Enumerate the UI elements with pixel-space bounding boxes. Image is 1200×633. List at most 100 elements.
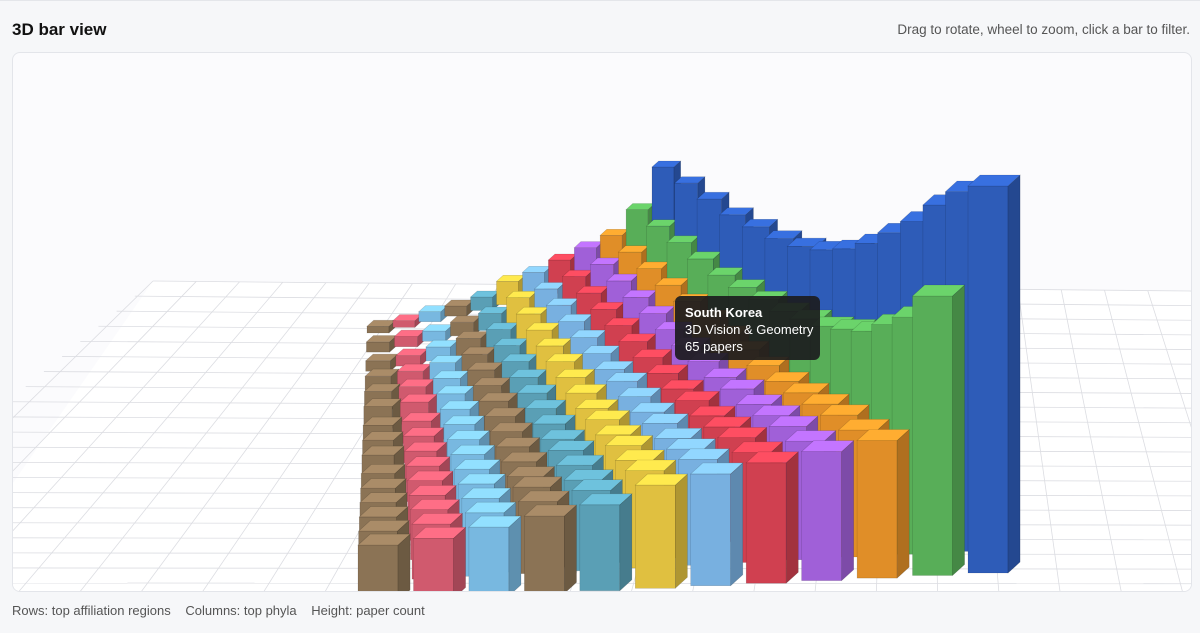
bar-top-face [506, 466, 556, 477]
bar-side-face [841, 439, 855, 582]
bar[interactable] [856, 428, 910, 579]
bar-top-face [483, 407, 526, 417]
bar-front-face [357, 544, 399, 591]
floor-gridline-width [1147, 290, 1191, 428]
bar-top-face [634, 473, 689, 486]
bar[interactable] [365, 334, 398, 353]
bar-front-face [801, 451, 842, 581]
bar-top-face [555, 368, 596, 378]
bar[interactable] [523, 504, 578, 591]
bar-top-face [837, 418, 890, 431]
bar-top-face [363, 383, 401, 392]
top-border [0, 0, 1200, 1]
bar-side-face [730, 462, 744, 587]
bar[interactable] [800, 439, 855, 582]
bar-top-face [717, 427, 768, 439]
bar[interactable] [366, 319, 397, 334]
bar[interactable] [412, 526, 467, 591]
bar-top-face [362, 416, 403, 426]
bar-top-face [540, 429, 586, 440]
columns-label: Columns: top phyla [185, 603, 297, 618]
bar-top-face [403, 441, 448, 452]
bar-front-face [745, 462, 787, 584]
bar[interactable] [364, 353, 399, 372]
bar-top-face [584, 410, 631, 421]
bar-top-face [489, 422, 534, 433]
bar-top-face [571, 479, 624, 491]
bar-top-face [641, 413, 689, 424]
bar-side-face [896, 428, 910, 579]
bar[interactable] [967, 174, 1021, 574]
bar-chart-3d[interactable] [13, 53, 1191, 591]
bar-front-face [967, 185, 1009, 574]
bar-top-face [461, 487, 512, 499]
floor-gridline-width [1060, 289, 1122, 591]
bar-top-face [547, 440, 595, 451]
bar-top-face [523, 504, 578, 517]
bar-top-face [532, 414, 576, 425]
bar-top-face [524, 399, 567, 409]
height-label: Height: paper count [311, 603, 425, 618]
bar-top-face [819, 404, 870, 416]
bar-top-face [457, 473, 507, 485]
bar[interactable] [421, 323, 454, 342]
bar[interactable] [468, 515, 522, 591]
chart-panel[interactable]: South Korea 3D Vision & Geometry 65 pape… [12, 52, 1192, 592]
bar-top-face [565, 384, 608, 394]
bar-top-face [450, 444, 496, 455]
bar-group[interactable] [357, 160, 1021, 591]
bar-tooltip: South Korea 3D Vision & Geometry 65 pape… [675, 296, 820, 360]
tooltip-count: 65 papers [685, 339, 743, 354]
bar-side-face [785, 451, 799, 584]
bar[interactable] [443, 299, 475, 317]
bar-top-face [741, 219, 779, 228]
bar-top-face [357, 520, 410, 532]
bar-top-face [363, 398, 402, 407]
bar[interactable] [745, 451, 800, 584]
bar-top-face [784, 430, 837, 442]
bar-front-face [912, 295, 953, 576]
bar-top-face [575, 399, 619, 409]
bar-top-face [617, 387, 662, 398]
rows-label: Rows: top affiliation regions [12, 603, 171, 618]
bar[interactable] [395, 348, 429, 367]
bar[interactable] [392, 313, 423, 329]
bar[interactable] [634, 473, 689, 589]
bar-top-face [718, 207, 755, 216]
floor-gridline-width [141, 282, 370, 591]
bar[interactable] [357, 533, 411, 591]
floor-gridline-width [13, 281, 240, 532]
bar-side-face [952, 284, 965, 577]
bar-top-face [409, 499, 461, 511]
bar-top-face [719, 379, 765, 390]
bar-top-face [646, 364, 689, 374]
bar-side-face [674, 473, 688, 589]
bar-top-face [696, 191, 730, 200]
bar[interactable] [911, 284, 966, 577]
chart-legend: Rows: top affiliation regions Columns: t… [12, 603, 436, 618]
bar[interactable] [579, 493, 633, 591]
bar-top-face [411, 513, 464, 525]
bar-top-face [688, 405, 736, 417]
bar-top-face [674, 390, 721, 401]
bar-top-face [468, 515, 522, 528]
bar-side-face [564, 504, 577, 591]
bar-side-face [619, 493, 633, 591]
bar-front-face [394, 336, 419, 348]
bar[interactable] [393, 329, 426, 348]
bar-front-face [444, 305, 468, 317]
bar-front-face [468, 526, 510, 591]
bar[interactable] [449, 315, 482, 337]
floor-gridline-width [18, 281, 284, 591]
bar[interactable] [418, 304, 449, 323]
bar-top-face [360, 464, 406, 474]
bar-front-face [856, 440, 898, 579]
bar-top-face [500, 451, 548, 463]
bar-front-face [418, 311, 442, 323]
bar-top-face [629, 402, 676, 413]
bar[interactable] [689, 462, 744, 587]
bar-front-face [524, 515, 565, 591]
bar-top-face [689, 462, 744, 475]
bar-top-face [517, 490, 570, 502]
bar-top-face [464, 501, 517, 514]
